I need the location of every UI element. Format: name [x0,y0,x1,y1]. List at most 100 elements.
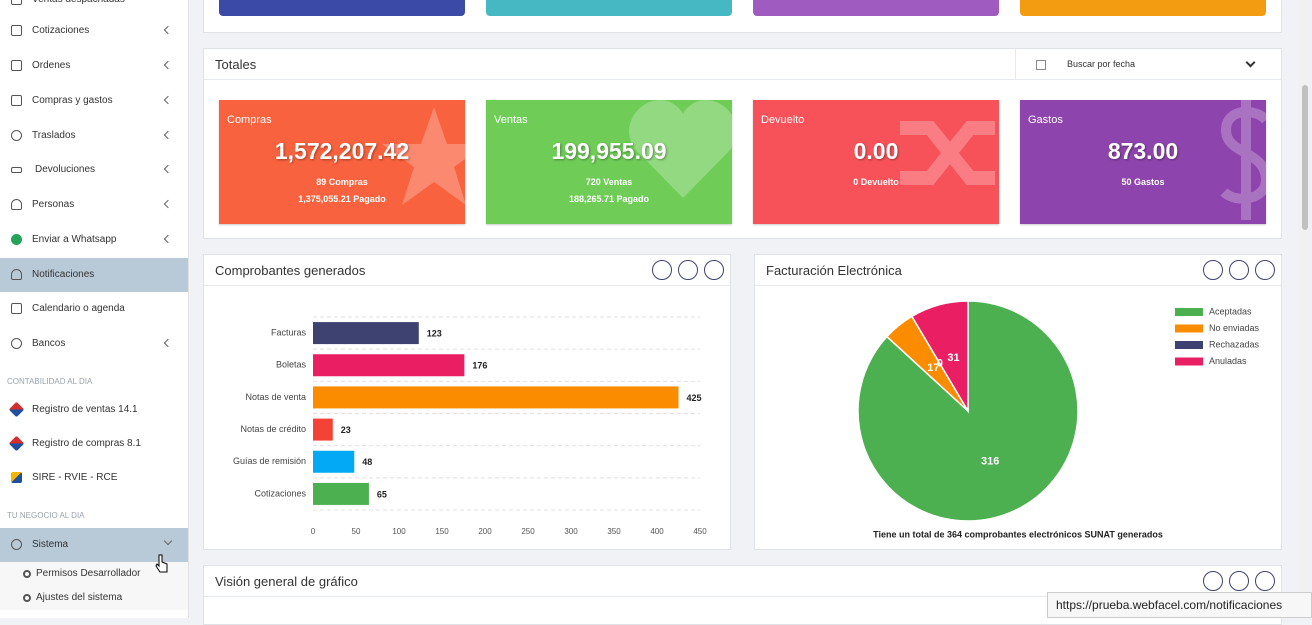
data-label: 425 [687,393,702,403]
total-card: Gastos 873.00 50 Gastos [1020,100,1266,224]
resize-button[interactable] [1203,260,1223,280]
card-icon [900,121,995,185]
menu-item[interactable]: Registro de compras 8.1 [0,427,188,461]
x-tick-label: 150 [435,527,449,536]
data-label: 176 [472,361,487,371]
y-tick-label: Boletas [276,360,307,370]
menu-label: Ordenes [32,60,71,71]
menu-label: Registro de ventas 14.1 [32,404,138,415]
bar [313,450,355,473]
menu-label: Bancos [32,338,66,349]
date-filter-label: Buscar por fecha [1067,59,1136,69]
data-label: 123 [427,328,442,338]
menu-item[interactable]: Bancos [0,327,188,361]
card-count: 0 Devuelto [853,177,899,187]
x-tick-label: 300 [564,527,578,536]
menu-item[interactable]: Sistema [0,528,188,562]
menu-item[interactable]: Traslados [0,119,188,153]
card-amount: 0.00 [853,138,899,164]
legend-swatch [1175,341,1203,349]
summary-card [219,0,465,16]
total-card: Compras 1,572,207.42 89 Compras 1,375,05… [219,100,465,224]
y-tick-label: Cotizaciones [254,488,306,498]
bar [313,482,369,505]
x-tick-label: 50 [352,527,361,536]
menu-item[interactable]: Notificaciones [0,258,188,292]
panel-header: Comprobantes generados [204,255,730,286]
menu-item[interactable]: Enviar a Whatsapp [0,223,188,257]
data-label: 65 [377,489,387,499]
menu-label: Devoluciones [35,164,96,175]
x-tick-label: 450 [693,527,707,536]
menu-item[interactable]: Devoluciones [0,153,188,187]
legend-label: Anuladas [1209,356,1247,366]
menu-item[interactable]: Compras y gastos [0,84,188,118]
y-tick-label: Notas de crédito [240,424,306,434]
menu-item[interactable]: Registro de ventas 14.1 [0,393,188,427]
data-label: 0 [937,358,943,370]
total-card: Devuelto 0.00 0 Devuelto [753,100,999,224]
card-count: 89 Compras [316,177,368,187]
data-label: 17 [927,362,939,374]
close-button[interactable] [704,260,724,280]
panel-header: Visión general de gráfico [204,566,1281,597]
x-tick-label: 0 [311,527,316,536]
legend-swatch [1175,308,1203,316]
data-label: 23 [341,425,351,435]
scrollbar-thumb[interactable] [1302,85,1308,230]
submenu-label: Ajustes del sistema [36,592,123,603]
menu-label: Sistema [32,539,69,550]
summary-panel [203,0,1282,33]
chart-caption: Tiene un total de 364 comprobantes elect… [873,529,1163,539]
card-amount: 873.00 [1107,138,1179,164]
x-tick-label: 200 [478,527,492,536]
data-label: 48 [362,457,372,467]
menu-item[interactable]: SIRE - RVIE - RCE [0,461,188,495]
menu-label: Registro de compras 8.1 [32,438,141,449]
menu-item[interactable]: Personas [0,188,188,222]
menu-label: Ventas despachadas [32,0,125,17]
panel-header: Facturación Electrónica [755,255,1281,286]
x-tick-label: 100 [392,527,406,536]
fullscreen-button[interactable] [678,260,698,280]
legend-label: No enviadas [1209,323,1260,333]
summary-card [1020,0,1266,16]
fullscreen-button[interactable] [1229,260,1249,280]
panel-title: Visión general de gráfico [215,574,358,589]
cursor [155,554,168,573]
menu-item[interactable]: Ordenes [0,49,188,83]
card-count: 50 Gastos [1121,177,1165,187]
y-tick-label: Notas de venta [245,392,306,402]
legend-label: Aceptadas [1209,306,1252,316]
fullscreen-button[interactable] [1229,571,1249,591]
menu-item[interactable]: Cotizaciones [0,14,188,48]
panel-header: Totales Buscar por fecha [204,49,1281,80]
summary-card [486,0,732,16]
y-tick-label: Facturas [271,327,307,337]
x-tick-label: 400 [650,527,664,536]
submenu-label: Permisos Desarrollador [36,568,141,579]
legend-swatch [1175,324,1203,333]
card-paid: 188,265.71 Pagado [568,194,650,204]
panel-title: Facturación Electrónica [766,263,902,278]
scrollbar[interactable] [1298,0,1312,618]
menu-label: Enviar a Whatsapp [32,234,117,245]
menu-label: Traslados [32,130,76,141]
bar [313,322,419,345]
panel-title: Comprobantes generados [215,263,366,278]
close-button[interactable] [1255,260,1275,280]
card-icon [1220,100,1266,220]
resize-button[interactable] [652,260,672,280]
resize-button[interactable] [1203,571,1223,591]
submenu-item[interactable]: Ajustes del sistema [0,586,188,610]
menu-item[interactable]: Calendario o agenda [0,292,188,326]
close-button[interactable] [1255,571,1275,591]
card-count: 720 Ventas [585,177,633,187]
section-title: TU NEGOCIO AL DIA [7,511,85,520]
date-filter[interactable]: Buscar por fecha [1015,49,1270,79]
y-tick-label: Guías de remisión [233,456,306,466]
menu-item[interactable]: Ventas despachadas [0,0,188,17]
pie-slice [910,300,969,414]
